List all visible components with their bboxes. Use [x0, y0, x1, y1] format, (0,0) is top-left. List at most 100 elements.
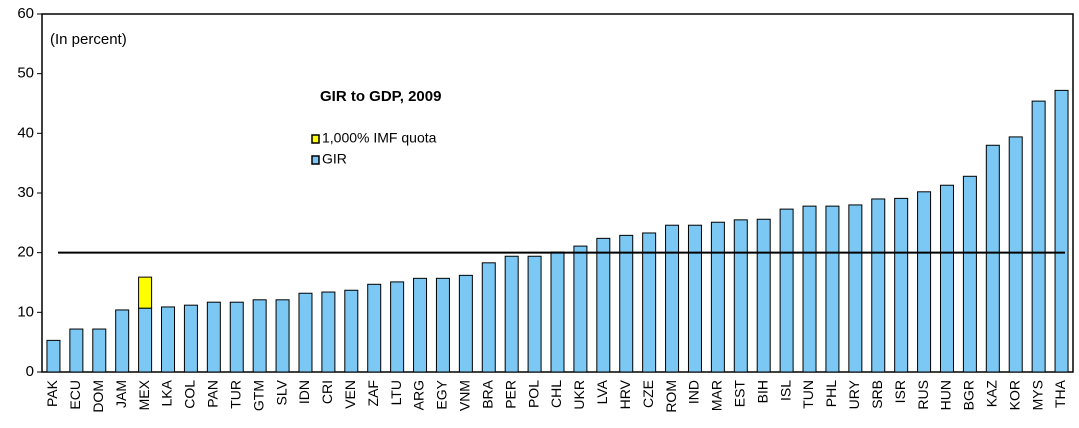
y-tick-label: 30 — [17, 184, 34, 201]
legend-label: GIR — [322, 151, 347, 167]
bar — [642, 232, 657, 373]
bar — [92, 328, 107, 373]
bar — [825, 205, 840, 373]
bar — [573, 245, 588, 373]
x-tick-label: KOR — [1006, 380, 1022, 410]
x-tick-label: BGR — [961, 380, 977, 410]
x-tick-label: PER — [502, 380, 518, 409]
bar — [527, 255, 542, 373]
x-tick-label: BRA — [479, 379, 495, 408]
chart-title: GIR to GDP, 2009 — [320, 88, 441, 105]
x-tick-label: CRI — [319, 380, 335, 404]
bar — [687, 224, 702, 373]
x-tick-label: VEN — [342, 380, 358, 409]
x-tick-label: MEX — [136, 379, 152, 410]
x-tick-label: HRV — [617, 379, 633, 409]
bar — [390, 281, 405, 373]
x-tick-label: PAK — [44, 379, 60, 407]
legend-label: 1,000% IMF quota — [322, 130, 437, 146]
x-tick-label: ISR — [892, 380, 908, 403]
bar — [138, 276, 153, 309]
x-tick-label: TUR — [227, 380, 243, 409]
x-tick-label: PHL — [823, 380, 839, 407]
bar — [1008, 136, 1023, 373]
bar — [183, 304, 198, 373]
x-tick-label: IDN — [296, 380, 312, 404]
y-tick-label: 10 — [17, 303, 34, 320]
bar — [367, 283, 382, 373]
x-tick-label: KAZ — [984, 380, 1000, 408]
bar — [252, 299, 267, 373]
bar — [115, 309, 130, 373]
bar — [1031, 100, 1046, 373]
bar — [298, 292, 313, 373]
bar — [894, 197, 909, 373]
bar — [413, 277, 428, 373]
x-tick-label: ECU — [67, 380, 83, 410]
x-tick-label: VNM — [457, 380, 473, 411]
x-tick-label: ZAF — [365, 380, 381, 406]
bar — [733, 219, 748, 373]
bar — [321, 291, 336, 373]
x-tick-label: IND — [686, 380, 702, 404]
legend-swatch — [311, 155, 320, 165]
bar — [481, 262, 496, 373]
bar — [458, 274, 473, 373]
bar — [619, 234, 634, 373]
x-tick-label: ROM — [663, 380, 679, 413]
bar — [435, 277, 450, 373]
x-tick-label: BIH — [754, 380, 770, 403]
bar — [1054, 89, 1069, 373]
x-tick-label: POL — [525, 380, 541, 408]
x-tick-label: MAR — [709, 380, 725, 411]
x-tick-label: RUS — [915, 380, 931, 410]
bar — [939, 184, 954, 373]
x-tick-label: ISL — [777, 380, 793, 401]
bar — [665, 224, 680, 373]
bar — [962, 175, 977, 373]
x-tick-label: LTU — [388, 380, 404, 405]
x-tick-label: MYS — [1029, 380, 1045, 410]
y-tick-label: 20 — [17, 244, 34, 261]
x-tick-label: LVA — [594, 379, 610, 404]
bar — [275, 299, 290, 373]
bar — [985, 144, 1000, 373]
x-tick-label: EST — [731, 380, 747, 408]
x-tick-label: DOM — [90, 380, 106, 413]
x-tick-label: SRB — [869, 380, 885, 409]
x-tick-label: JAM — [113, 380, 129, 408]
y-tick-label: 60 — [17, 5, 34, 22]
bar — [344, 289, 359, 373]
bar — [596, 237, 611, 373]
x-tick-label: URY — [846, 379, 862, 409]
y-tick-label: 50 — [17, 65, 34, 82]
bar — [504, 255, 519, 373]
bar — [779, 208, 794, 373]
x-tick-label: CZE — [640, 380, 656, 408]
annotation: (In percent) — [50, 31, 127, 48]
x-tick-label: EGY — [434, 379, 450, 409]
bar — [871, 198, 886, 373]
x-tick-label: THA — [1052, 379, 1068, 408]
bar — [69, 328, 84, 373]
bar — [206, 301, 221, 373]
x-tick-label: UKR — [571, 380, 587, 410]
x-tick-label: PAN — [205, 380, 221, 408]
x-tick-label: ARG — [411, 380, 427, 410]
x-tick-label: LKA — [159, 379, 175, 406]
x-tick-label: GTM — [250, 380, 266, 411]
bar — [710, 221, 725, 373]
x-tick-label: SLV — [273, 379, 289, 405]
y-tick-label: 0 — [26, 363, 34, 380]
bar — [756, 218, 771, 373]
bar — [138, 307, 153, 373]
bar — [46, 339, 61, 373]
bar — [550, 251, 565, 373]
x-tick-label: COL — [182, 380, 198, 409]
bar — [229, 301, 244, 373]
x-tick-label: HUN — [938, 380, 954, 410]
legend-swatch — [311, 134, 320, 144]
bar — [161, 306, 176, 373]
bar — [848, 204, 863, 373]
x-tick-label: CHL — [548, 380, 564, 408]
